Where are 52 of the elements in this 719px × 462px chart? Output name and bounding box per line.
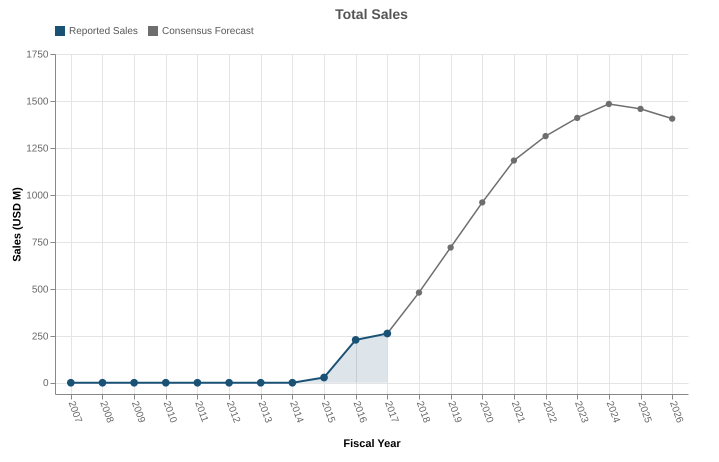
point (320, 374, 328, 382)
x-tick-label: 2014 (287, 400, 306, 425)
y-tick-label: 250 (32, 331, 49, 342)
legend-label: Consensus Forecast (162, 26, 254, 37)
x-tick-label: 2024 (604, 400, 622, 425)
point (574, 114, 580, 122)
x-tick-label: 2012 (224, 400, 242, 425)
y-tick-label: 0 (42, 378, 49, 390)
point (288, 378, 296, 387)
x-tick-label: 2020 (477, 400, 496, 425)
y-tick-label: 1750 (26, 50, 49, 60)
x-tick-label: 2007 (66, 400, 84, 425)
point (98, 378, 106, 387)
y-tick-label: 1500 (26, 96, 49, 108)
point (352, 336, 360, 344)
x-tick-label: 2026 (667, 400, 686, 425)
x-tick-label: 2013 (256, 400, 274, 425)
point (194, 378, 202, 387)
x-tick-label: 2025 (635, 400, 654, 425)
point (225, 378, 233, 387)
x-tick-label: 2018 (414, 400, 432, 425)
y-tick-label: 1000 (26, 190, 49, 202)
x-tick-label: 2022 (540, 400, 559, 425)
x-tick-label: 2019 (445, 400, 464, 425)
x-tick-label: 2021 (508, 400, 527, 425)
point (637, 106, 644, 112)
y-tick-label: 500 (32, 284, 49, 296)
point (66, 378, 75, 387)
y-tick-label: 750 (32, 237, 49, 248)
x-tick-label: 2023 (572, 400, 590, 425)
point (479, 199, 486, 206)
point (256, 378, 265, 387)
point (510, 157, 518, 164)
y-tick-label: 1250 (26, 143, 49, 154)
point (162, 378, 170, 387)
x-tick-label: 2017 (382, 400, 400, 425)
x-tick-label: 2016 (350, 400, 369, 425)
x-tick-label: 2008 (97, 400, 116, 425)
x-tick-label: 2011 (192, 400, 210, 424)
point (606, 100, 612, 108)
x-axis-title: Fiscal Year (343, 438, 402, 450)
point (542, 132, 549, 140)
x-tick-label: 2010 (160, 400, 179, 425)
legend-label: Reported Sales (69, 26, 138, 37)
point (447, 244, 454, 251)
y-axis-title: Sales (USD M) (11, 186, 24, 262)
x-tick-label: 2015 (318, 400, 337, 425)
point (130, 378, 138, 387)
point (669, 115, 676, 122)
point (416, 289, 422, 296)
chart-title: Total Sales (335, 6, 408, 22)
x-tick-label: 2009 (128, 400, 148, 425)
